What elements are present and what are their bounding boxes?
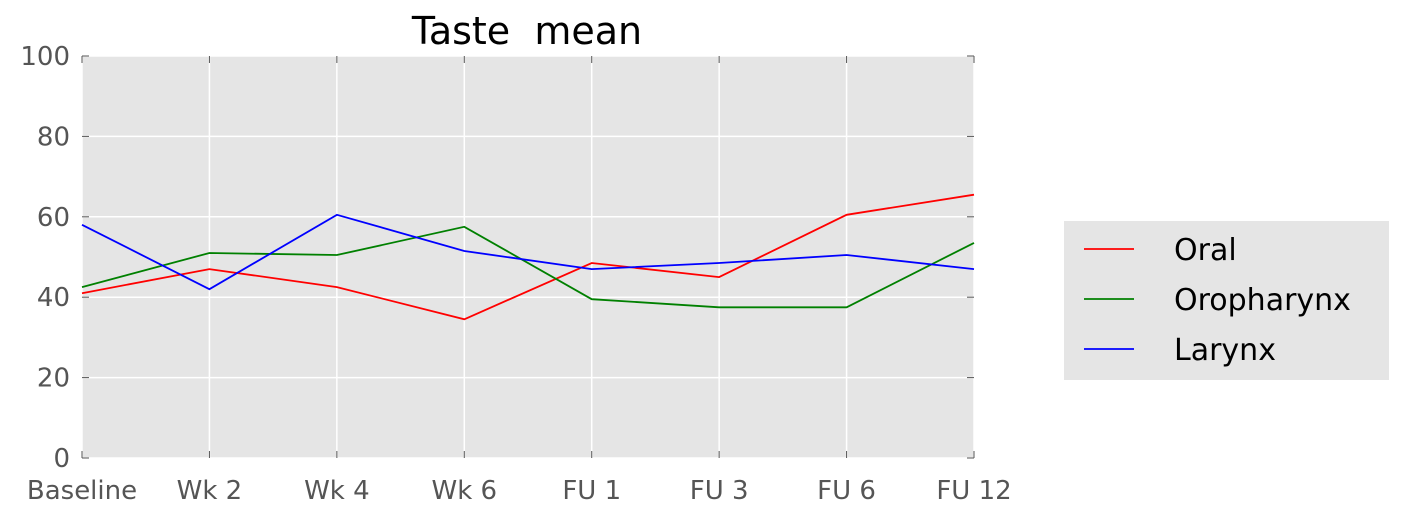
- x-tick-label: FU 3: [690, 476, 749, 506]
- series-line-oral: [81, 193, 975, 321]
- legend-box: [1064, 221, 1389, 380]
- x-tick-label: FU 6: [817, 476, 876, 506]
- y-tick-label: 60: [37, 203, 70, 233]
- axis-ticks: [81, 55, 975, 459]
- series-lines: [81, 193, 975, 321]
- x-tick-label: FU 1: [562, 476, 621, 506]
- y-tick-label: 0: [53, 444, 70, 474]
- grid-lines: [81, 55, 975, 459]
- x-tick-label: FU 12: [936, 476, 1011, 506]
- x-tick-label: Baseline: [27, 476, 137, 506]
- y-tick-label: 100: [20, 42, 70, 72]
- x-tick-label: Wk 4: [304, 476, 370, 506]
- plot-area: [82, 56, 974, 458]
- y-axis-tick-labels: 0 20 40 60 80 100: [20, 42, 70, 474]
- series-line-larynx: [81, 213, 975, 291]
- y-tick-label: 80: [37, 122, 70, 152]
- x-tick-label: Wk 6: [431, 476, 497, 506]
- x-tick-label: Wk 2: [177, 476, 243, 506]
- y-tick-label: 20: [37, 364, 70, 394]
- legend: Oral Oropharynx Larynx: [1064, 221, 1389, 380]
- x-axis-tick-labels: Baseline Wk 2 Wk 4 Wk 6 FU 1 FU 3 FU 6 FU 12: [27, 476, 1012, 506]
- y-tick-label: 40: [37, 283, 70, 313]
- legend-label-oropharynx: Oropharynx: [1174, 283, 1351, 318]
- legend-label-oral: Oral: [1174, 233, 1237, 268]
- legend-label-larynx: Larynx: [1174, 333, 1276, 368]
- chart-title: Taste mean: [411, 9, 642, 53]
- series-line-oropharynx: [81, 225, 975, 309]
